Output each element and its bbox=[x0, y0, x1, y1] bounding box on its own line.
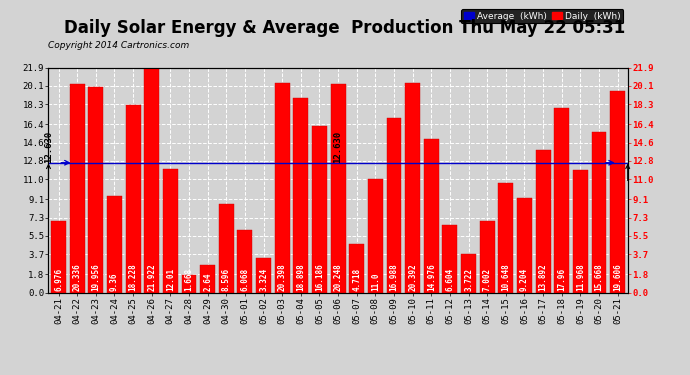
Bar bbox=[126, 105, 141, 292]
Bar bbox=[349, 244, 364, 292]
Text: 14.976: 14.976 bbox=[427, 264, 436, 291]
Text: Daily Solar Energy & Average  Production Thu May 22 05:31: Daily Solar Energy & Average Production … bbox=[64, 19, 626, 37]
Text: 19.956: 19.956 bbox=[91, 264, 100, 291]
Bar bbox=[237, 230, 253, 292]
Bar bbox=[144, 67, 159, 292]
Bar bbox=[51, 221, 66, 292]
Bar bbox=[498, 183, 513, 292]
Bar bbox=[200, 266, 215, 292]
Bar bbox=[573, 170, 588, 292]
Text: 2.64: 2.64 bbox=[203, 273, 212, 291]
Text: 13.892: 13.892 bbox=[539, 264, 548, 291]
Text: 20.392: 20.392 bbox=[408, 264, 417, 291]
Text: 12.01: 12.01 bbox=[166, 268, 175, 291]
Bar bbox=[312, 126, 327, 292]
Text: 12.630: 12.630 bbox=[333, 130, 343, 163]
Text: 11.0: 11.0 bbox=[371, 273, 380, 291]
Text: 6.976: 6.976 bbox=[54, 268, 63, 291]
Text: 11.968: 11.968 bbox=[576, 264, 585, 291]
Text: 6.604: 6.604 bbox=[446, 268, 455, 291]
Text: 20.336: 20.336 bbox=[72, 264, 81, 291]
Text: 1.668: 1.668 bbox=[184, 268, 193, 291]
Bar bbox=[386, 118, 402, 292]
Text: 3.324: 3.324 bbox=[259, 268, 268, 291]
Text: 20.248: 20.248 bbox=[333, 264, 343, 291]
Text: 8.596: 8.596 bbox=[221, 268, 230, 291]
Text: 20.398: 20.398 bbox=[277, 264, 286, 291]
Bar bbox=[405, 83, 420, 292]
Bar bbox=[368, 180, 383, 292]
Text: 18.228: 18.228 bbox=[128, 264, 137, 291]
Bar bbox=[591, 132, 607, 292]
Bar bbox=[88, 87, 104, 292]
Bar bbox=[107, 196, 122, 292]
Text: 17.96: 17.96 bbox=[558, 268, 566, 291]
Bar bbox=[293, 98, 308, 292]
Bar bbox=[461, 254, 476, 292]
Text: 16.186: 16.186 bbox=[315, 264, 324, 291]
Bar bbox=[256, 258, 271, 292]
Text: 7.002: 7.002 bbox=[483, 268, 492, 291]
Text: 6.068: 6.068 bbox=[240, 268, 249, 291]
Text: 4.718: 4.718 bbox=[352, 268, 362, 291]
Bar bbox=[275, 83, 290, 292]
Text: 21.922: 21.922 bbox=[147, 264, 156, 291]
Text: 15.668: 15.668 bbox=[595, 264, 604, 291]
Text: 9.204: 9.204 bbox=[520, 268, 529, 291]
Text: Copyright 2014 Cartronics.com: Copyright 2014 Cartronics.com bbox=[48, 41, 190, 50]
Text: 10.648: 10.648 bbox=[502, 264, 511, 291]
Bar bbox=[70, 84, 85, 292]
Bar bbox=[442, 225, 457, 292]
Text: 16.988: 16.988 bbox=[390, 264, 399, 291]
Text: 19.606: 19.606 bbox=[613, 264, 622, 291]
Text: 18.898: 18.898 bbox=[296, 264, 306, 291]
Bar bbox=[610, 91, 625, 292]
Bar bbox=[480, 220, 495, 292]
Bar bbox=[554, 108, 569, 292]
Text: 3.722: 3.722 bbox=[464, 268, 473, 291]
Bar bbox=[517, 198, 532, 292]
Bar bbox=[331, 84, 346, 292]
Bar bbox=[181, 275, 197, 292]
Bar bbox=[163, 169, 178, 292]
Legend: Average  (kWh), Daily  (kWh): Average (kWh), Daily (kWh) bbox=[461, 9, 623, 23]
Bar bbox=[535, 150, 551, 292]
Bar bbox=[424, 139, 439, 292]
Text: 9.36: 9.36 bbox=[110, 273, 119, 291]
Bar bbox=[219, 204, 234, 292]
Text: 12.630: 12.630 bbox=[44, 130, 53, 163]
